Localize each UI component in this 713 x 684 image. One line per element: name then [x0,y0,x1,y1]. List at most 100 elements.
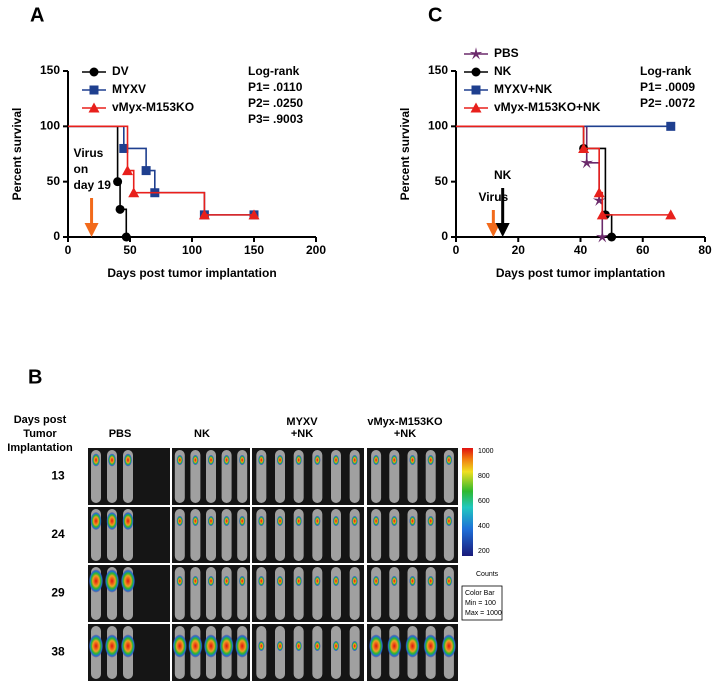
row-label: 38 [51,645,65,659]
mouse [221,567,232,620]
signal [351,575,358,587]
signal [332,640,340,652]
signal [176,575,183,587]
signal [207,454,215,466]
y-tick-label: 150 [428,63,448,77]
colorbar-box [461,585,503,621]
mouse [312,450,323,503]
marker [607,232,617,242]
y-tick-label: 50 [435,174,449,188]
arrow-label: Virus [74,146,104,160]
signal [314,515,321,527]
signal [391,575,398,587]
mouse [256,450,267,503]
signal [405,634,420,658]
marker [593,187,605,198]
arrow-label: NK [494,168,512,182]
colorbar-box-text: Min = 100 [465,600,496,607]
legend-marker [89,67,99,77]
row-header: Tumor [23,428,57,440]
signal [108,453,116,467]
colorbar-box-text: Max = 1000 [465,610,502,617]
column-header: +NK [394,428,416,440]
mouse [312,626,323,679]
stat-text: Log-rank [640,64,692,78]
mouse [275,567,285,620]
y-tick-label: 0 [441,229,448,243]
arrow-label: day 19 [74,178,112,192]
image-bg [252,448,364,505]
x-tick-label: 80 [698,243,712,257]
image-bg [252,624,364,681]
signal [223,515,230,527]
marker [198,209,210,220]
marker [592,193,606,206]
signal [120,569,136,593]
mouse [190,567,201,620]
mouse [206,567,216,620]
signal [351,454,358,466]
signal [445,454,453,466]
signal [409,515,416,527]
signal [314,454,321,466]
signal [192,454,199,466]
image-bg [252,565,364,622]
mouse [349,626,360,679]
signal [124,453,132,467]
signal [295,640,302,652]
arrow-label: Virus [478,190,508,204]
signal [372,515,380,527]
survival-line [456,125,604,237]
mouse [312,567,323,620]
signal [192,575,199,587]
marker [128,187,140,198]
signal [104,569,120,593]
mouse [293,450,304,503]
survival-line [456,125,613,237]
y-tick-label: 150 [40,63,60,77]
signal [372,454,380,466]
x-tick-label: 0 [65,243,72,257]
colorbar-tick: 400 [478,523,490,530]
signal [409,575,416,587]
signal [332,454,340,466]
signal [391,515,398,527]
signal [176,515,183,527]
legend-marker [470,102,482,113]
mouse [237,450,248,503]
signal [427,515,434,527]
row-label: 29 [51,586,65,600]
row-label: 24 [51,527,65,541]
x-tick-label: 20 [512,243,526,257]
signal [387,634,402,658]
mouse [256,626,267,679]
y-axis-label: Percent survival [10,108,24,201]
colorbar-tick: 800 [478,473,490,480]
column-header: PBS [109,428,132,440]
signal [172,634,187,658]
signal [314,640,321,652]
mouse [237,567,248,620]
x-tick-label: 200 [306,243,326,257]
x-axis-label: Days post tumor implantation [107,266,276,280]
x-axis-label: Days post tumor implantation [496,266,665,280]
signal [104,634,120,658]
mouse [293,626,304,679]
y-tick-label: 50 [47,174,61,188]
stat-text: P2= .0250 [248,96,303,110]
signal [122,511,134,531]
mouse [190,450,201,503]
signal [409,454,416,466]
signal [276,640,284,652]
signal [235,634,250,658]
signal [239,575,246,587]
mouse [221,450,232,503]
panel-b: B Days post Tumor Implantation Counts Co… [7,366,503,681]
y-axis-label: Percent survival [398,108,412,201]
marker [578,142,590,153]
panel-letter: A [30,4,44,26]
stat-text: P1= .0009 [640,80,695,94]
signal [445,575,453,587]
row-label: 13 [51,469,65,483]
arrow-head [495,223,510,237]
